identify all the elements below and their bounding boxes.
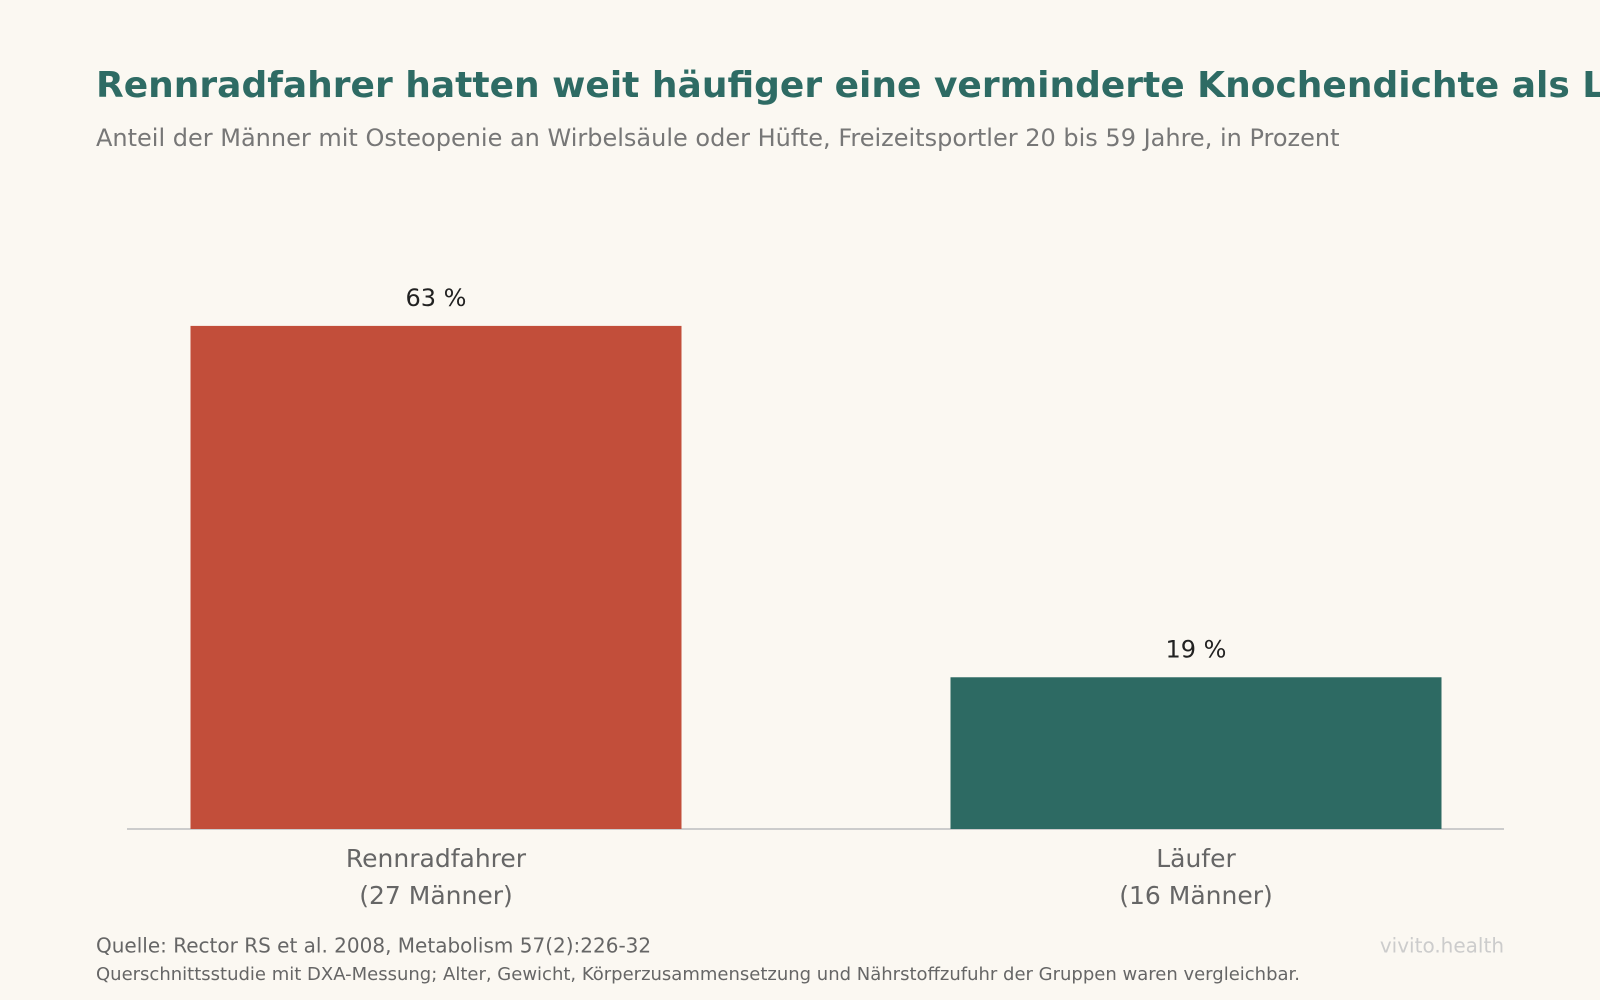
chart-subtitle: Anteil der Männer mit Osteopenie an Wirb…: [96, 124, 1340, 152]
brand: vivito.health: [1380, 934, 1504, 958]
x-tick-label: Läufer: [1156, 844, 1236, 873]
x-tick-label: Rennradfahrer: [346, 844, 527, 873]
bar: [190, 325, 682, 829]
x-tick-note: (16 Männer): [1119, 881, 1273, 910]
note: Querschnittsstudie mit DXA-Messung; Alte…: [96, 964, 1300, 985]
bar: [950, 677, 1442, 829]
value-label: 63 %: [406, 284, 467, 312]
value-label: 19 %: [1166, 635, 1227, 663]
source: Quelle: Rector RS et al. 2008, Metabolis…: [96, 934, 651, 958]
x-tick-note: (27 Männer): [359, 881, 513, 910]
chart-title: Rennradfahrer hatten weit häufiger eine …: [96, 65, 1600, 106]
